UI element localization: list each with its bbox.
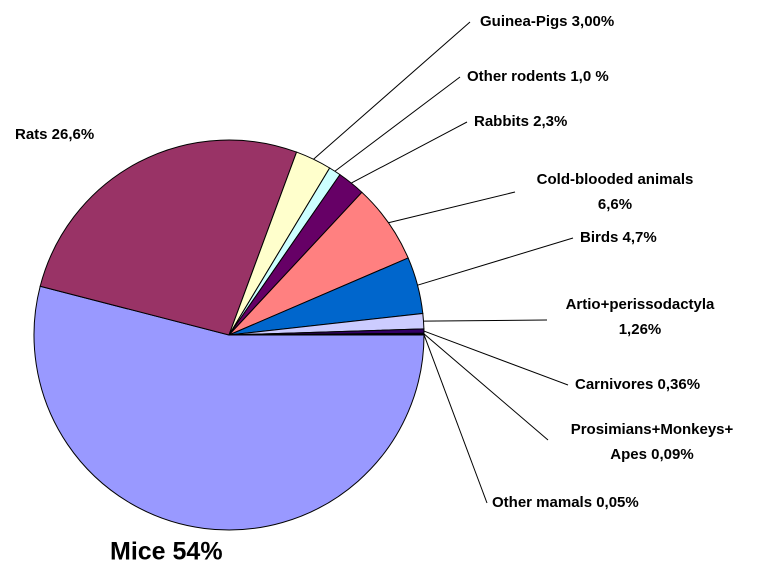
slice-label: 6,6% [598, 196, 632, 213]
leader-line [423, 319, 548, 322]
slice-label: Rats 26,6% [15, 126, 94, 143]
slice-label: Birds 4,7% [580, 229, 657, 246]
pie-slice [228, 333, 425, 336]
leader-line [423, 333, 549, 441]
leader-line [423, 334, 488, 504]
leader-line [388, 191, 516, 224]
slice-label: Carnivores 0,36% [575, 376, 700, 393]
slice-label: Cold-blooded animals [537, 171, 694, 188]
leader-line [417, 237, 574, 286]
pie-slice [39, 139, 298, 336]
leader-line [334, 76, 461, 172]
slice-label: Other mamals 0,05% [492, 494, 639, 511]
leader-line [351, 121, 468, 184]
slice-label: 1,26% [619, 321, 662, 338]
slice-label: Artio+perissodactyla [566, 296, 715, 313]
slice-label: Mice 54% [110, 538, 223, 566]
slice-label: Apes 0,09% [610, 446, 693, 463]
slice-label: Guinea-Pigs 3,00% [480, 13, 614, 30]
slice-label: Other rodents 1,0 % [467, 68, 609, 85]
slice-label: Prosimians+Monkeys+ [571, 421, 734, 438]
leader-line [423, 330, 569, 386]
slice-label: Rabbits 2,3% [474, 113, 567, 130]
leader-line [313, 21, 471, 160]
pie-slice [33, 285, 425, 531]
